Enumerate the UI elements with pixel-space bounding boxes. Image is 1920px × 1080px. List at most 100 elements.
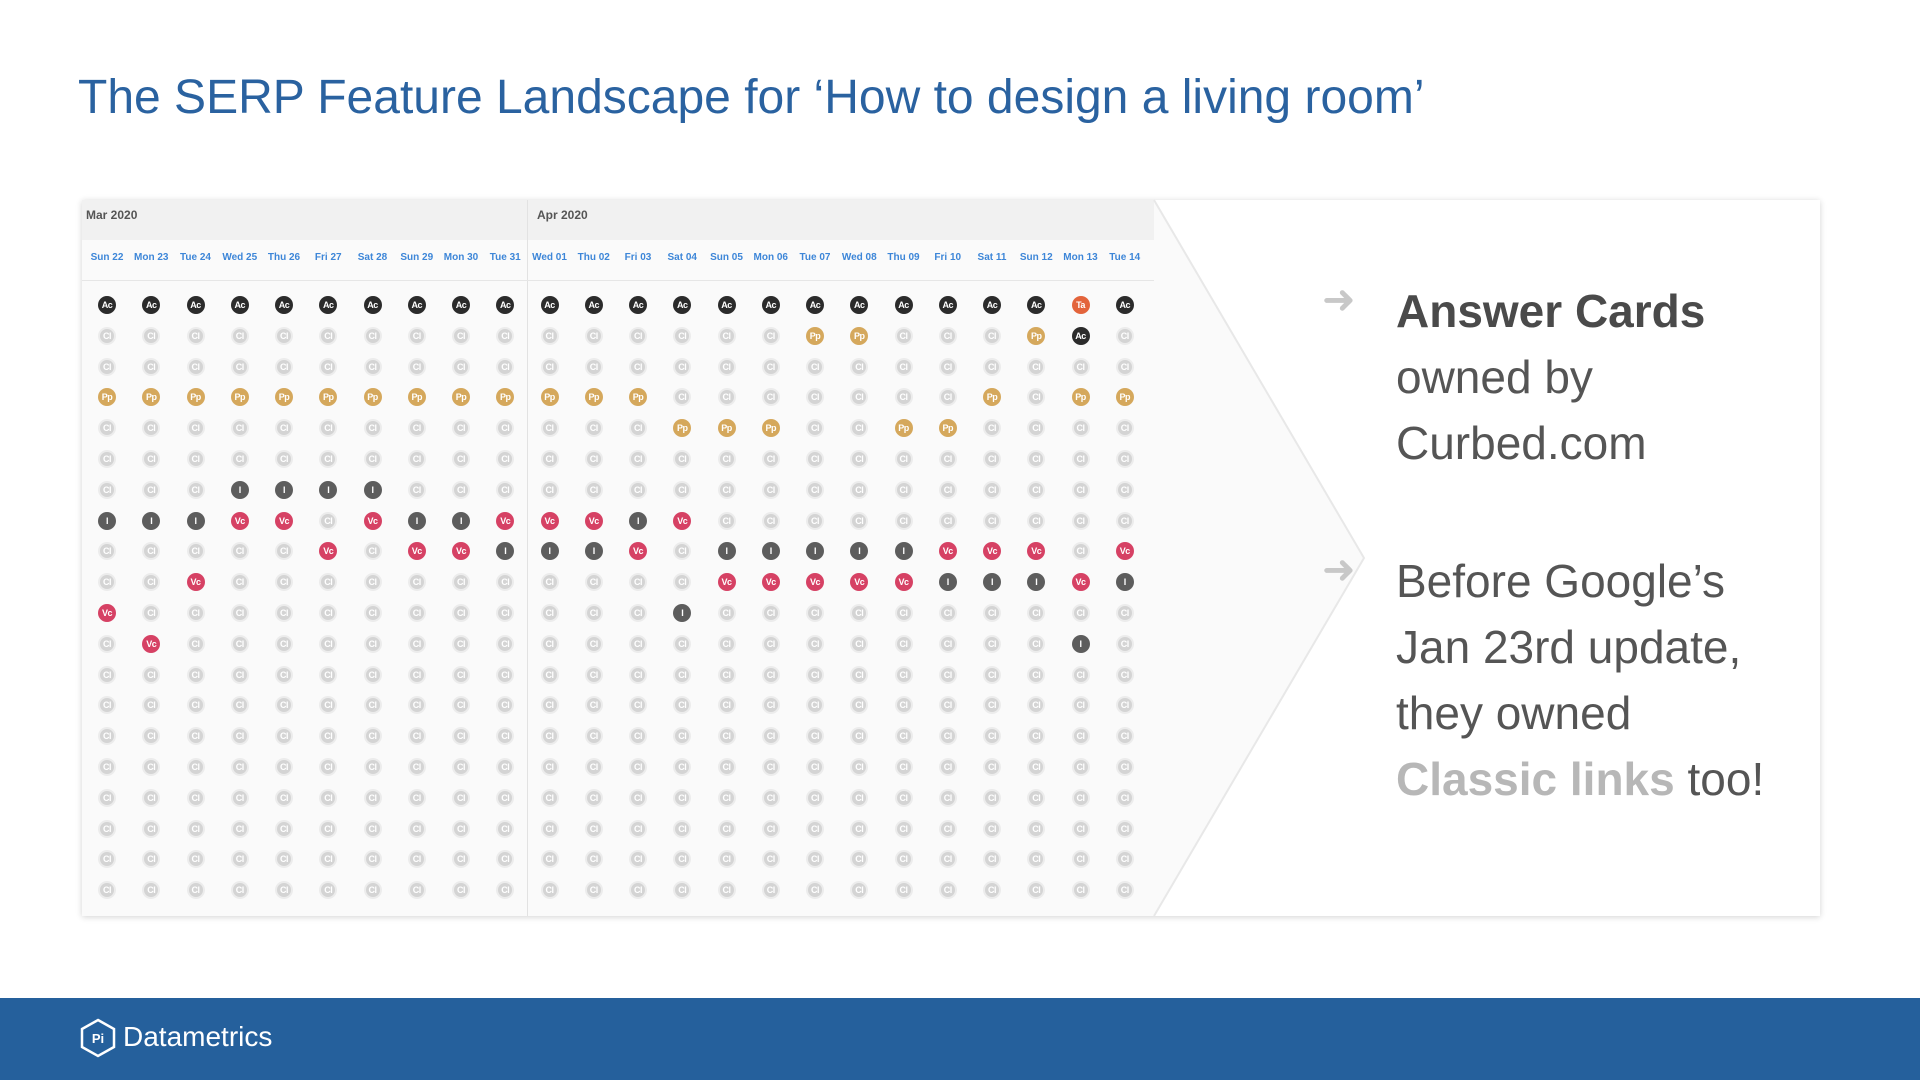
feature-dot: Cl	[407, 357, 426, 376]
feature-dot: Cl	[230, 850, 249, 869]
feature-dot: Cl	[806, 511, 824, 530]
feature-dot: Cl	[673, 881, 692, 900]
feature-dot: Cl	[98, 573, 116, 592]
feature-dot: Cl	[275, 419, 293, 438]
feature-dot: I	[717, 542, 736, 561]
feature-dot: Cl	[319, 604, 338, 622]
feature-dot: I	[319, 480, 338, 499]
feature-dot: Cl	[363, 604, 382, 622]
feature-dot: Cl	[319, 788, 338, 807]
feature-dot: Cl	[1071, 450, 1090, 468]
feature-dot: Cl	[629, 419, 647, 438]
feature-dot: Cl	[938, 665, 957, 684]
feature-dot: Cl	[806, 357, 824, 376]
feature-dot: Cl	[761, 788, 780, 807]
feature-dot: Cl	[452, 480, 470, 499]
feature-dot: Cl	[983, 450, 1001, 468]
feature-dot: Cl	[98, 419, 116, 438]
feature-dot: Ac	[806, 296, 824, 314]
feature-dot: Cl	[1071, 727, 1090, 746]
feature-dot: Cl	[806, 881, 824, 900]
feature-dot: Cl	[142, 542, 161, 561]
day-header: Fri 03	[624, 252, 652, 263]
feature-dot: Cl	[319, 758, 338, 776]
feature-dot: Cl	[629, 727, 647, 746]
feature-dot: Ac	[1027, 296, 1046, 314]
feature-dot: Cl	[230, 450, 249, 468]
serp-card: Mar 2020 Apr 2020 Sun 22 Mon 23 Tue 24 Wed …	[82, 199, 1820, 917]
feature-dot: Cl	[1071, 665, 1090, 684]
feature-dot: Ac	[673, 296, 692, 314]
feature-dot: Cl	[363, 450, 382, 468]
feature-dot: Cl	[186, 819, 205, 838]
feature-dot: Cl	[1115, 788, 1134, 807]
feature-dot: Vc	[1027, 542, 1046, 561]
feature-dot: Cl	[1027, 819, 1046, 838]
feature-dot: Cl	[629, 758, 647, 776]
feature-dot: Cl	[1115, 511, 1134, 530]
feature-dot: Vc	[673, 511, 692, 530]
feature-dot: Cl	[894, 788, 913, 807]
feature-dot: Ac	[717, 296, 736, 314]
feature-dot: Vc	[142, 634, 161, 653]
feature-dot: Cl	[761, 758, 780, 776]
feature-dot: Cl	[673, 480, 692, 499]
feature-dot: Cl	[496, 881, 515, 900]
feature-dot: Cl	[629, 850, 647, 869]
feature-dot: Cl	[1115, 357, 1134, 376]
pi-logo-icon: Pi	[80, 1018, 116, 1058]
feature-dot: Ac	[850, 296, 869, 314]
feature-dot: Cl	[673, 850, 692, 869]
feature-dot: Cl	[363, 542, 382, 561]
feature-dot: Cl	[1071, 511, 1090, 530]
feature-dot: Cl	[850, 665, 869, 684]
feature-dot: I	[98, 511, 116, 530]
feature-dot: Cl	[142, 480, 161, 499]
feature-dot: Cl	[894, 388, 913, 407]
feature-dot: Cl	[894, 511, 913, 530]
feature-dot: Cl	[452, 819, 470, 838]
feature-dot: I	[983, 573, 1001, 592]
feature-dot: Vc	[1115, 542, 1134, 561]
feature-dot: Vc	[717, 573, 736, 592]
feature-dot: Cl	[717, 819, 736, 838]
feature-dot: Vc	[938, 542, 957, 561]
feature-dot: Cl	[319, 419, 338, 438]
feature-dot: Cl	[230, 604, 249, 622]
feature-dot: Cl	[98, 357, 116, 376]
feature-dot: Cl	[407, 573, 426, 592]
feature-dot: Cl	[496, 819, 515, 838]
feature-dot: Cl	[806, 758, 824, 776]
feature-dot: Cl	[496, 758, 515, 776]
feature-dot: Cl	[761, 357, 780, 376]
feature-dot: Cl	[319, 665, 338, 684]
feature-dot: Vc	[894, 573, 913, 592]
feature-dot: Cl	[363, 326, 382, 345]
feature-dot: Cl	[938, 450, 957, 468]
feature-dot: Cl	[1027, 696, 1046, 715]
day-header: Tue 07	[799, 252, 831, 263]
feature-dot: Cl	[496, 696, 515, 715]
feature-dot: Cl	[850, 758, 869, 776]
feature-dot: Cl	[673, 696, 692, 715]
feature-dot: Cl	[673, 542, 692, 561]
day-header: Sun 12	[1019, 252, 1053, 263]
feature-dot: Cl	[1071, 696, 1090, 715]
feature-dot: Pp	[407, 388, 426, 407]
feature-dot: Cl	[275, 326, 293, 345]
feature-dot: Cl	[938, 357, 957, 376]
feature-dot: Cl	[1027, 357, 1046, 376]
feature-dot: Cl	[1071, 419, 1090, 438]
feature-dot: Cl	[1027, 480, 1046, 499]
feature-dot: Cl	[275, 696, 293, 715]
day-header: Thu 26	[267, 252, 301, 263]
feature-dot: Cl	[540, 326, 559, 345]
feature-dot: Cl	[938, 727, 957, 746]
feature-dot: Cl	[407, 788, 426, 807]
feature-dot: Cl	[496, 419, 515, 438]
feature-dot: Cl	[1115, 696, 1134, 715]
feature-dot: Cl	[496, 850, 515, 869]
day-header: Wed 01	[532, 252, 567, 263]
day-header: Tue 24	[180, 252, 211, 263]
feature-dot: Cl	[230, 727, 249, 746]
